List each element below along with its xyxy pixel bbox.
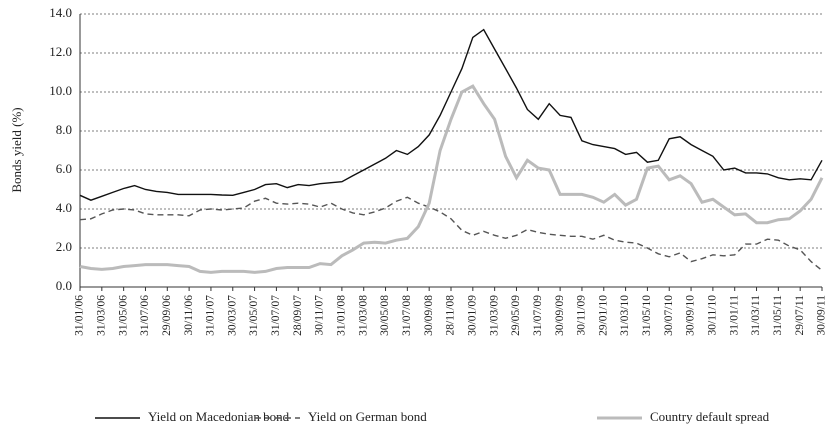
x-tick-label: 31/03/06 [95, 295, 107, 336]
y-tick-label: 0.0 [56, 278, 72, 293]
x-tick-label: 30/01/09 [466, 295, 478, 336]
x-tick-label: 29/05/09 [510, 295, 522, 336]
x-tick-label: 31/07/09 [532, 295, 544, 336]
x-tick-label: 30/11/06 [183, 295, 195, 336]
x-tick-label: 31/03/08 [357, 295, 369, 336]
x-tick-label: 31/05/07 [248, 295, 260, 336]
x-tick-label: 31/07/08 [401, 295, 413, 336]
x-tick-label: 31/03/09 [488, 295, 500, 336]
y-axis-title: Bonds yield (%) [9, 107, 24, 192]
x-tick-label: 31/05/10 [641, 295, 653, 336]
y-tick-label: 14.0 [49, 5, 72, 20]
y-tick-label: 8.0 [56, 122, 72, 137]
x-tick-label: 31/01/08 [336, 295, 348, 336]
x-tick-label: 29/01/10 [597, 295, 609, 336]
x-tick-label: 31/03/11 [750, 295, 762, 336]
x-tick-label: 31/05/11 [772, 295, 784, 336]
x-tick-label: 31/01/07 [205, 295, 217, 336]
legend-label: Yield on Macedonian bond [148, 409, 290, 424]
x-tick-label: 29/09/06 [161, 295, 173, 336]
y-tick-label: 12.0 [49, 44, 72, 59]
x-tick-label: 30/11/07 [314, 295, 326, 336]
legend-label: Country default spread [650, 409, 770, 424]
y-tick-label: 6.0 [56, 161, 72, 176]
x-tick-label: 31/07/06 [139, 295, 151, 336]
x-tick-label: 31/05/06 [117, 295, 129, 336]
x-tick-label: 30/09/08 [423, 295, 435, 336]
legend-label: Yield on German bond [308, 409, 427, 424]
x-tick-label: 30/11/10 [707, 295, 719, 336]
x-tick-label: 30/11/09 [576, 295, 588, 336]
x-tick-label: 30/09/11 [816, 295, 828, 336]
y-tick-label: 4.0 [56, 200, 72, 215]
series-line [79, 28, 823, 201]
x-tick-label: 31/01/11 [728, 295, 740, 336]
x-tick-label: 31/01/06 [74, 295, 86, 336]
x-tick-label: 31/07/07 [270, 295, 282, 336]
x-tick-label: 29/07/11 [794, 295, 806, 336]
x-tick-label: 28/11/08 [445, 295, 457, 336]
x-tick-label: 31/03/10 [619, 295, 631, 336]
y-tick-label: 10.0 [49, 83, 72, 98]
y-tick-label: 2.0 [56, 239, 72, 254]
x-tick-label: 30/09/09 [554, 295, 566, 336]
x-tick-label: 30/09/10 [685, 295, 697, 336]
x-tick-label: 30/07/10 [663, 295, 675, 336]
series-line [79, 196, 823, 271]
series-line [79, 84, 824, 274]
x-tick-label: 30/05/08 [379, 295, 391, 336]
x-tick-label: 28/09/07 [292, 295, 304, 336]
x-tick-label: 30/03/07 [226, 295, 238, 336]
